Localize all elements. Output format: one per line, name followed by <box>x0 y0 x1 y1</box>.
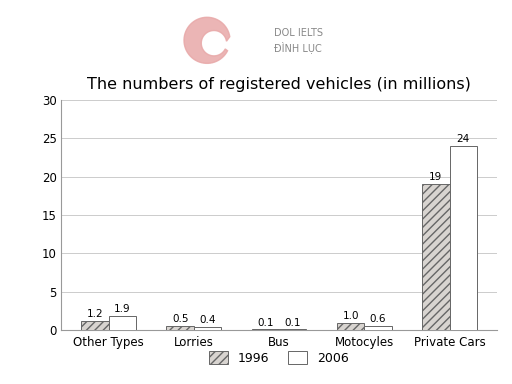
Text: DOL IELTS: DOL IELTS <box>274 28 323 38</box>
Bar <box>166 326 194 330</box>
Text: 1.9: 1.9 <box>114 304 131 314</box>
Polygon shape <box>184 17 230 63</box>
Bar <box>81 321 109 330</box>
Bar <box>109 316 136 330</box>
Text: 1.2: 1.2 <box>87 309 103 319</box>
Text: 0.4: 0.4 <box>199 315 216 325</box>
Bar <box>279 329 306 330</box>
Text: 24: 24 <box>457 134 470 144</box>
Text: 0.1: 0.1 <box>285 318 301 328</box>
Bar <box>337 323 365 330</box>
Text: 0.5: 0.5 <box>172 314 188 324</box>
Text: ĐÌNH LỤC: ĐÌNH LỤC <box>274 41 322 53</box>
Bar <box>252 329 279 330</box>
Bar <box>365 326 392 330</box>
Title: The numbers of registered vehicles (in millions): The numbers of registered vehicles (in m… <box>87 77 471 92</box>
Bar <box>450 146 477 330</box>
Legend: 1996, 2006: 1996, 2006 <box>204 346 354 370</box>
Text: 0.1: 0.1 <box>257 318 273 328</box>
Text: 1.0: 1.0 <box>343 311 359 321</box>
Bar <box>194 327 221 330</box>
Text: 0.6: 0.6 <box>370 314 386 324</box>
Bar <box>422 184 450 330</box>
Text: 19: 19 <box>429 172 442 182</box>
